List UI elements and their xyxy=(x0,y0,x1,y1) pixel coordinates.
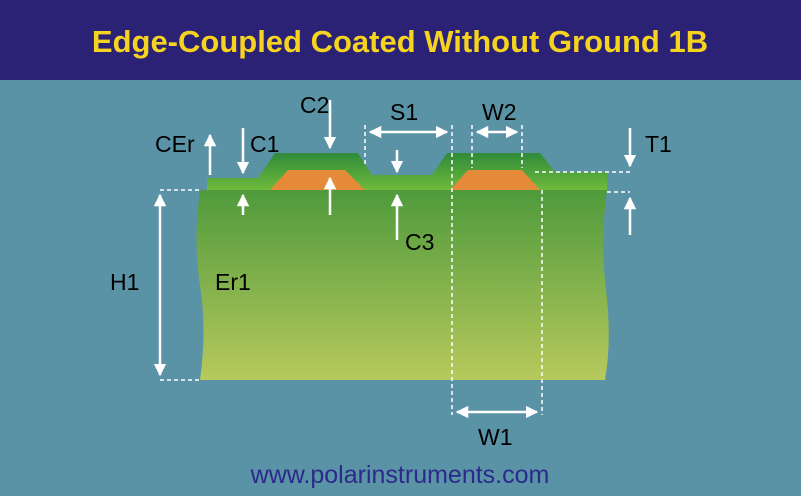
footer: www.polarinstruments.com xyxy=(250,461,550,489)
trace-left xyxy=(270,170,365,190)
label-cer: CEr xyxy=(155,131,195,157)
title-bar xyxy=(0,0,801,80)
label-c1: C1 xyxy=(250,131,279,157)
label-s1: S1 xyxy=(390,99,418,125)
trace-right xyxy=(450,170,540,190)
dimension-lines xyxy=(153,100,637,419)
substrate xyxy=(196,190,609,380)
title: Edge-Coupled Coated Without Ground 1B xyxy=(92,24,708,59)
label-c2: C2 xyxy=(300,92,329,118)
label-t1: T1 xyxy=(645,131,672,157)
label-c3: C3 xyxy=(405,229,434,255)
label-w2: W2 xyxy=(482,99,517,125)
label-h1: H1 xyxy=(110,269,139,295)
label-w1: W1 xyxy=(478,424,513,450)
label-er1: Er1 xyxy=(215,269,251,295)
